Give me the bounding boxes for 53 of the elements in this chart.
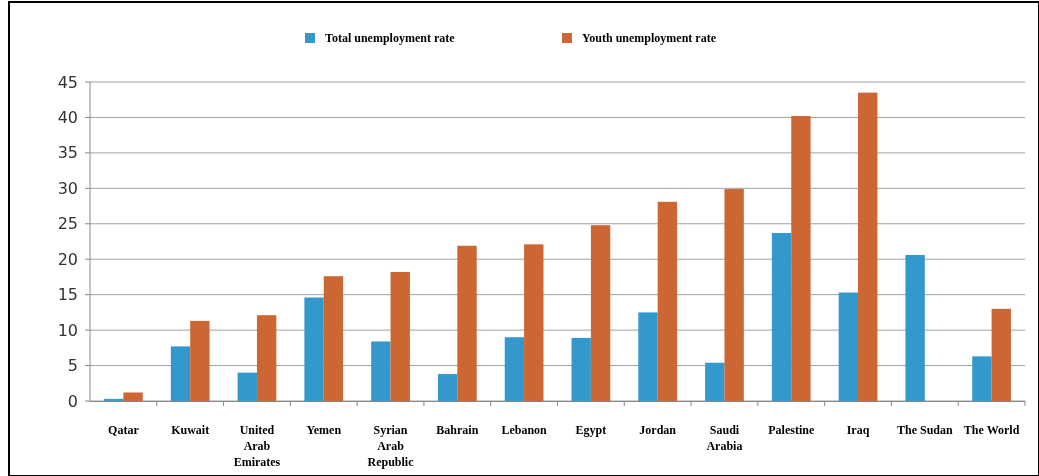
bar [791,116,811,401]
y-tick-label: 30 [57,178,78,198]
bar [504,337,525,401]
bar [457,245,477,401]
y-tick-label: 40 [57,108,78,128]
x-tick-label: Saudi Arabia [706,423,743,453]
bar [771,232,792,401]
bar [972,356,992,401]
x-tick-label: The Sudan [896,423,953,437]
x-tick-label: Iraq [846,423,870,437]
bar [991,308,1011,401]
bar [724,189,744,401]
bar [524,244,544,401]
x-tick-label: United Arab Emirates [233,423,281,469]
bar [838,292,859,401]
y-tick-label: 10 [57,320,78,340]
bar [905,254,925,401]
bar [390,271,410,401]
x-tick-label: Kuwait [171,423,210,437]
bar [170,346,191,401]
legend-label: Total unemployment rate [325,31,456,45]
bar [437,374,458,401]
x-tick-label: Palestine [768,423,815,437]
bar [237,372,257,401]
y-tick-label: 20 [57,249,78,269]
bar [323,276,344,401]
bar [657,201,678,401]
bar [104,398,124,401]
x-tick-label: Yemen [306,423,342,437]
x-tick-label: The World [963,423,1020,437]
bar [190,320,210,401]
y-tick-label: 0 [67,391,78,411]
bar [705,362,725,401]
x-tick-label: Lebanon [501,423,548,437]
bar [858,92,878,401]
y-tick-label: 35 [57,143,78,163]
y-tick-label: 5 [67,356,78,376]
x-tick-label: Syrian Arab Republic [367,423,415,469]
x-tick-label: Bahrain [436,423,479,437]
y-tick-label: 15 [57,285,78,305]
bar [571,337,591,401]
bar [256,315,277,401]
bar [371,341,391,401]
bar [638,312,658,401]
x-tick-label: Jordan [639,423,677,437]
x-tick-label: Qatar [108,423,140,437]
x-tick-label: Egypt [575,423,607,437]
bar [590,225,611,401]
bar [304,297,324,401]
y-tick-label: 45 [57,72,78,92]
legend-label: Youth unemployment rate [582,31,717,45]
bar [123,392,143,401]
y-tick-label: 25 [57,214,78,234]
